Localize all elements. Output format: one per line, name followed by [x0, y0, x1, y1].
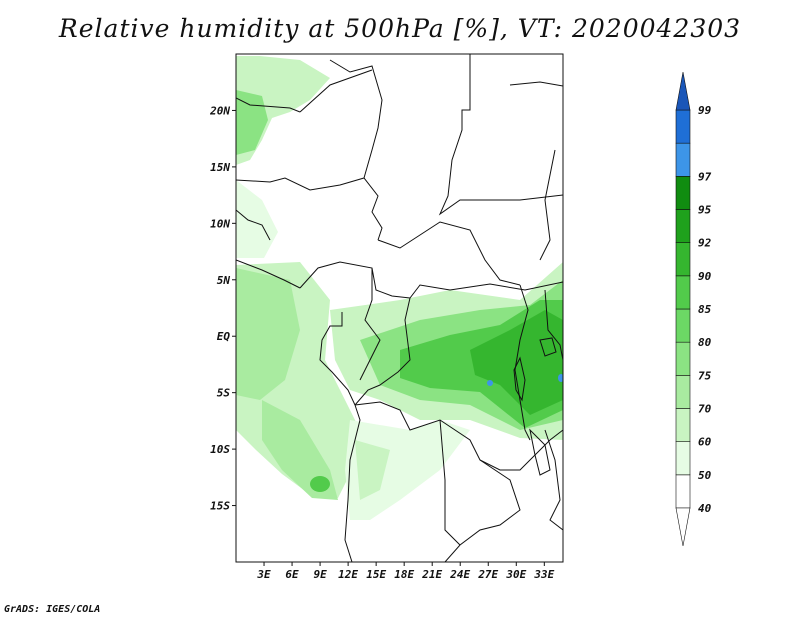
- colorbar-label: 85: [698, 303, 712, 316]
- credit-text: GrADS: IGES/COLA: [4, 604, 101, 615]
- border-line: [236, 209, 271, 241]
- border-line: [444, 459, 521, 562]
- lon-label: 18E: [394, 568, 414, 581]
- humidity-area-southeast: [345, 420, 470, 520]
- lon-label: 30E: [505, 568, 526, 581]
- colorbar-label: 90: [698, 270, 712, 283]
- lat-label: 15N: [210, 161, 230, 174]
- colorbar-label: 80: [698, 336, 712, 349]
- lat-label: 5N: [217, 274, 231, 287]
- lon-label: 3E: [256, 568, 271, 581]
- humidity-area-southeast-core: [355, 440, 390, 500]
- map-frame: [235, 53, 564, 563]
- border-line: [344, 404, 361, 562]
- lat-label: 15S: [210, 500, 230, 513]
- colorbar-label: 92: [698, 237, 712, 250]
- lon-label: 21E: [421, 568, 442, 581]
- colorbar-swatch: [675, 176, 691, 210]
- humidity-area-west-africa: [236, 180, 278, 258]
- colorbar-label: 97: [698, 170, 712, 183]
- colorbar-swatch: [675, 474, 691, 509]
- colorbar-swatch: [675, 375, 691, 409]
- colorbar-label: 60: [698, 436, 712, 449]
- border-line: [236, 97, 301, 113]
- colorbar-swatch: [675, 341, 691, 376]
- lat-label: 10S: [210, 443, 230, 456]
- colorbar-label: 50: [698, 469, 712, 482]
- humidity-area-gulf: [236, 268, 300, 400]
- colorbar-label: 75: [698, 369, 712, 382]
- colorbar-label: 40: [698, 502, 712, 515]
- lat-label: EQ: [217, 330, 231, 343]
- country-borders: [236, 54, 563, 562]
- border-line: [439, 419, 461, 546]
- lon-label: 15E: [366, 568, 386, 581]
- lake-outline: [539, 337, 557, 357]
- colorbar-swatch: [675, 275, 691, 310]
- border-line: [509, 81, 563, 87]
- colorbar-swatch: [675, 242, 691, 277]
- colorbar-bottom-arrow: [675, 507, 691, 547]
- lon-label: 12E: [338, 568, 358, 581]
- colorbar-swatch: [675, 308, 691, 343]
- latitude-labels: 20N 15N 10N 5N EQ 5S 10S 15S: [209, 104, 236, 513]
- border-line: [359, 268, 381, 381]
- colorbar-swatch: [675, 441, 691, 476]
- border-line: [236, 259, 301, 289]
- border-line: [438, 54, 563, 216]
- lon-label: 27E: [477, 568, 498, 581]
- map-title: Relative humidity at 500hPa [%], VT: 202…: [58, 14, 742, 43]
- lon-label: 24E: [449, 568, 470, 581]
- border-line: [354, 401, 563, 471]
- lat-label: 5S: [217, 387, 231, 400]
- humidity-area-blue-spot-1: [487, 380, 493, 386]
- longitude-labels: 3E 6E 9E 12E 15E 18E 21E 24E 27E 30E 33E: [256, 562, 555, 581]
- border-line: [539, 149, 556, 261]
- colorbar: 40 50 60 70 75 80 85 90 92 95 97 99: [675, 71, 712, 547]
- lat-label: 20N: [209, 104, 230, 117]
- colorbar-swatch: [675, 109, 691, 144]
- border-line: [299, 69, 373, 113]
- humidity-area-blob: [310, 476, 330, 492]
- border-line: [329, 59, 383, 179]
- border-line: [544, 429, 563, 531]
- lon-label: 33E: [533, 568, 554, 581]
- humidity-area-southwest: [262, 400, 338, 500]
- humidity-field: [236, 56, 563, 520]
- colorbar-label: 70: [698, 403, 712, 416]
- colorbar-swatch: [675, 142, 691, 177]
- lon-label: 9E: [313, 568, 327, 581]
- colorbar-label: 95: [698, 204, 712, 217]
- lat-label: 10N: [210, 217, 230, 230]
- colorbar-top-arrow: [675, 71, 691, 111]
- colorbar-label: 99: [698, 104, 712, 117]
- border-line: [377, 221, 521, 286]
- lake-outline: [513, 356, 526, 402]
- humidity-area-blue-spot-2: [558, 374, 563, 382]
- border-line: [299, 261, 563, 299]
- lake-outline: [529, 428, 551, 476]
- border-line: [514, 284, 531, 441]
- border-line: [544, 289, 563, 361]
- border-line: [319, 312, 356, 406]
- border-line: [354, 297, 411, 406]
- colorbar-swatch: [675, 408, 691, 442]
- border-line: [236, 177, 383, 241]
- colorbar-swatch: [675, 209, 691, 243]
- lon-label: 6E: [285, 568, 299, 581]
